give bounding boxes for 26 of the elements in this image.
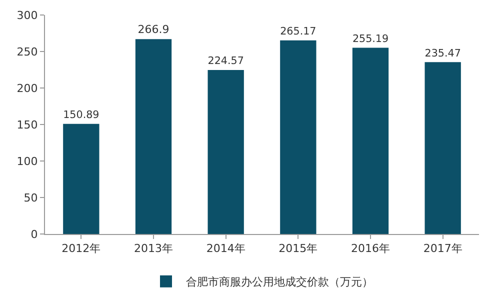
x-tick-label: 2017年 bbox=[423, 242, 462, 256]
y-tick-label: 250 bbox=[16, 45, 38, 58]
bar bbox=[280, 40, 316, 234]
y-tick-label: 100 bbox=[16, 154, 38, 168]
x-tick-label: 2013年 bbox=[134, 242, 173, 256]
bar bbox=[63, 124, 100, 234]
y-tick-label: 200 bbox=[16, 82, 38, 95]
y-tick-label: 0 bbox=[30, 228, 38, 241]
bar bbox=[135, 39, 172, 234]
x-tick-label: 2015年 bbox=[278, 242, 318, 256]
bar bbox=[424, 62, 461, 234]
bar bbox=[208, 70, 244, 234]
data-label: 266.9 bbox=[138, 23, 170, 36]
y-tick-label: 50 bbox=[24, 191, 38, 204]
x-tick-label: 2014年 bbox=[206, 242, 246, 256]
data-label: 265.17 bbox=[280, 26, 316, 38]
data-label: 235.47 bbox=[424, 47, 461, 60]
data-label: 150.89 bbox=[63, 109, 100, 122]
bar bbox=[352, 48, 389, 234]
data-label: 255.19 bbox=[352, 32, 389, 45]
x-tick-label: 2016年 bbox=[351, 242, 390, 256]
legend-label: 合肥市商服办公用地成交价款（万元） bbox=[186, 276, 373, 289]
y-tick-label: 150 bbox=[16, 118, 38, 132]
x-tick-label: 2012年 bbox=[62, 242, 101, 256]
data-label: 224.57 bbox=[208, 55, 244, 68]
y-tick-label: 300 bbox=[16, 8, 38, 22]
